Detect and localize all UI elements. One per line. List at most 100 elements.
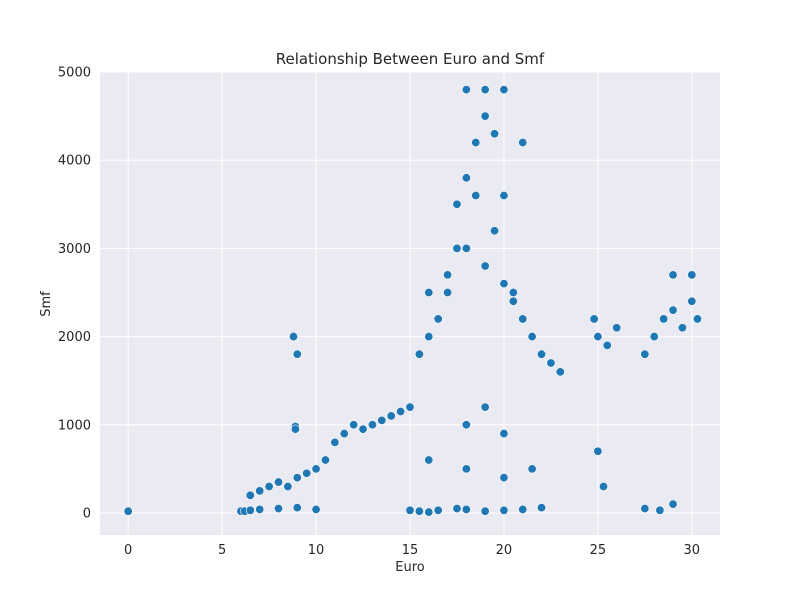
chart-title: Relationship Between Euro and Smf	[276, 50, 545, 68]
data-point	[255, 504, 265, 514]
data-point	[396, 407, 406, 417]
x-tick-label: 20	[496, 543, 513, 558]
data-point	[461, 464, 471, 474]
data-point	[599, 481, 609, 491]
data-point	[461, 420, 471, 430]
data-point	[264, 481, 274, 491]
data-point	[452, 199, 462, 209]
data-point	[339, 429, 349, 439]
data-point	[424, 287, 434, 297]
data-point	[443, 270, 453, 280]
data-point	[555, 367, 565, 377]
data-point	[527, 464, 537, 474]
data-point	[433, 505, 443, 515]
data-point	[640, 504, 650, 514]
y-tick-label: 2000	[58, 330, 91, 345]
data-point	[273, 504, 283, 514]
data-point	[480, 261, 490, 271]
data-point	[518, 504, 528, 514]
data-point	[593, 332, 603, 342]
x-tick-label: 15	[402, 543, 419, 558]
data-point	[289, 332, 299, 342]
data-point	[593, 446, 603, 456]
data-point	[311, 464, 321, 474]
data-point	[692, 314, 702, 324]
data-point	[414, 506, 424, 516]
data-point	[452, 504, 462, 514]
y-tick-label: 0	[83, 506, 91, 521]
data-point	[640, 349, 650, 359]
data-point	[659, 314, 669, 324]
data-point	[499, 190, 509, 200]
data-point	[255, 486, 265, 496]
grid-lines	[100, 71, 720, 535]
x-tick-label: 25	[590, 543, 607, 558]
data-point	[302, 468, 312, 478]
data-point	[668, 499, 678, 509]
data-point	[687, 296, 697, 306]
data-point	[433, 314, 443, 324]
data-point	[499, 473, 509, 483]
data-point	[480, 111, 490, 121]
data-point	[499, 429, 509, 439]
data-point	[668, 270, 678, 280]
data-point	[537, 349, 547, 359]
data-point	[490, 129, 500, 139]
data-point	[367, 420, 377, 430]
data-point	[518, 314, 528, 324]
data-point	[414, 349, 424, 359]
data-point	[471, 138, 481, 148]
x-tick-label: 10	[308, 543, 325, 558]
data-point	[292, 503, 302, 513]
x-tick-label: 0	[124, 543, 132, 558]
data-point	[461, 504, 471, 514]
data-point	[245, 505, 255, 515]
data-point	[443, 287, 453, 297]
data-point	[349, 420, 359, 430]
data-point	[292, 349, 302, 359]
x-tick-label: 30	[684, 543, 701, 558]
data-point	[358, 424, 368, 434]
data-point	[461, 243, 471, 253]
data-point	[123, 506, 133, 516]
y-axis-label: Smf	[39, 291, 54, 317]
x-axis-label: Euro	[395, 560, 425, 575]
data-point	[480, 402, 490, 412]
data-point	[668, 305, 678, 315]
x-tick-labels: 0 5 10 15 20 25 30	[124, 543, 700, 558]
data-point	[330, 437, 340, 447]
y-tick-labels: 0 1000 2000 3000 4000 5000	[58, 66, 91, 522]
data-point	[424, 455, 434, 465]
data-point	[499, 505, 509, 515]
data-point	[546, 358, 556, 368]
data-point	[424, 507, 434, 517]
data-point	[508, 296, 518, 306]
data-point	[452, 243, 462, 253]
data-point	[490, 226, 500, 236]
data-point	[245, 490, 255, 500]
data-point	[424, 332, 434, 342]
data-point	[471, 190, 481, 200]
data-points	[123, 85, 702, 517]
data-point	[499, 85, 509, 95]
y-tick-label: 1000	[58, 418, 91, 433]
data-point	[518, 138, 528, 148]
data-point	[320, 455, 330, 465]
data-point	[273, 477, 283, 487]
data-point	[311, 504, 321, 514]
data-point	[386, 411, 396, 421]
data-point	[537, 503, 547, 513]
data-point	[499, 279, 509, 289]
data-point	[461, 85, 471, 95]
data-point	[480, 85, 490, 95]
data-point	[508, 287, 518, 297]
data-point	[649, 332, 659, 342]
data-point	[527, 332, 537, 342]
data-point	[405, 505, 415, 515]
data-point	[687, 270, 697, 280]
y-tick-label: 4000	[58, 154, 91, 169]
data-point	[292, 473, 302, 483]
y-tick-label: 5000	[58, 66, 91, 81]
data-point	[612, 323, 622, 333]
